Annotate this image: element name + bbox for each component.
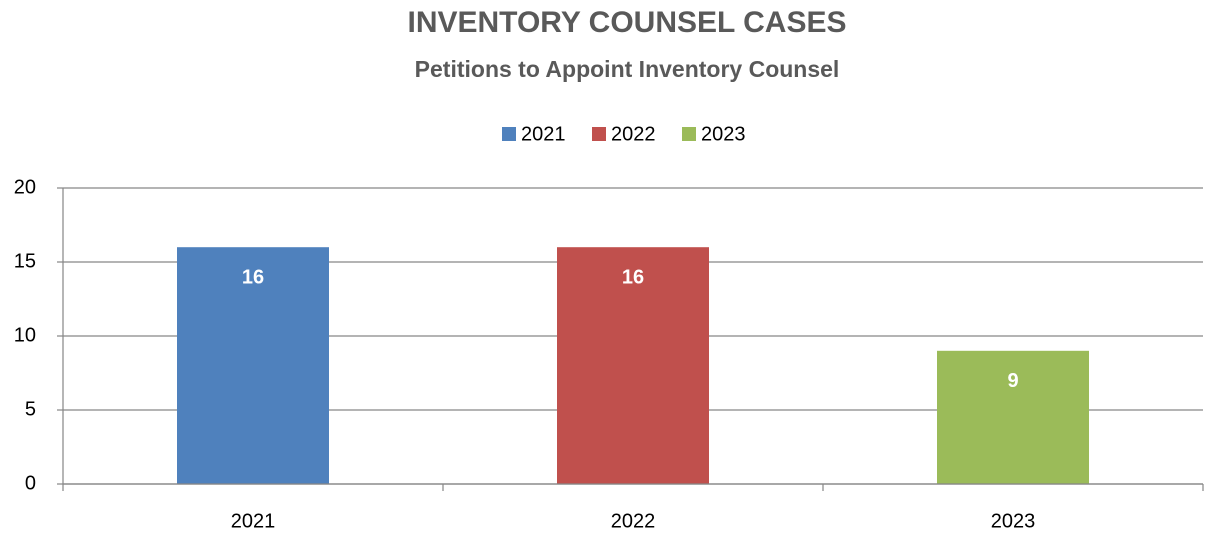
- y-tick-label: 0: [25, 472, 36, 494]
- bar: [557, 247, 709, 484]
- y-tick-label: 20: [14, 176, 36, 198]
- bar: [177, 247, 329, 484]
- x-tick-label: 2021: [231, 510, 276, 532]
- legend-label: 2022: [611, 123, 656, 145]
- bar: [937, 350, 1089, 484]
- legend-label: 2021: [521, 123, 566, 145]
- chart-title: INVENTORY COUNSEL CASES: [408, 6, 847, 39]
- x-tick-label: 2023: [991, 510, 1036, 532]
- y-tick-label: 15: [14, 250, 36, 272]
- chart-subtitle: Petitions to Appoint Inventory Counsel: [415, 56, 840, 82]
- legend-swatch: [592, 127, 606, 141]
- legend-label: 2023: [701, 123, 746, 145]
- data-label: 9: [1007, 370, 1018, 392]
- data-label: 16: [242, 266, 264, 288]
- y-tick-label: 10: [14, 324, 36, 346]
- legend-swatch: [502, 127, 516, 141]
- legend-swatch: [682, 127, 696, 141]
- y-tick-label: 5: [25, 398, 36, 420]
- x-tick-label: 2022: [611, 510, 656, 532]
- data-label: 16: [622, 266, 644, 288]
